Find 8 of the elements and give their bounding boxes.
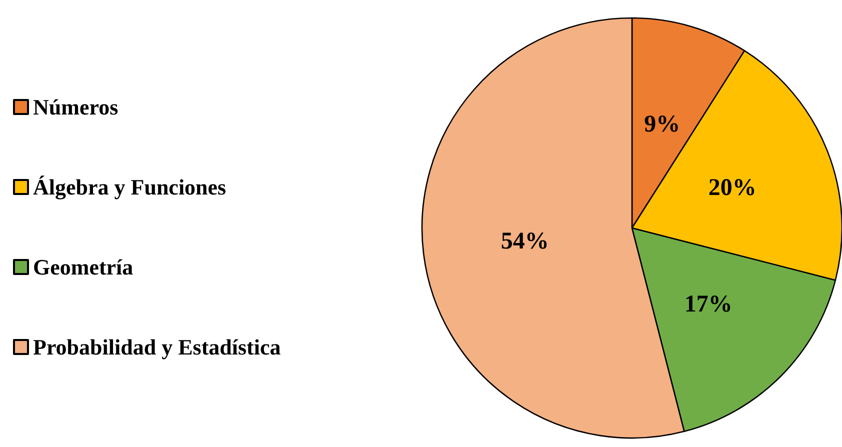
data-label: 9% (644, 111, 680, 138)
legend-label: Álgebra y Funciones (33, 174, 227, 200)
data-label: 54% (500, 228, 549, 255)
legend-label: Probabilidad y Estadística (33, 334, 281, 360)
data-label: 20% (708, 175, 756, 202)
data-label: 17% (684, 291, 732, 318)
legend-label: Geometría (33, 254, 134, 280)
legend-label: Números (33, 94, 119, 120)
